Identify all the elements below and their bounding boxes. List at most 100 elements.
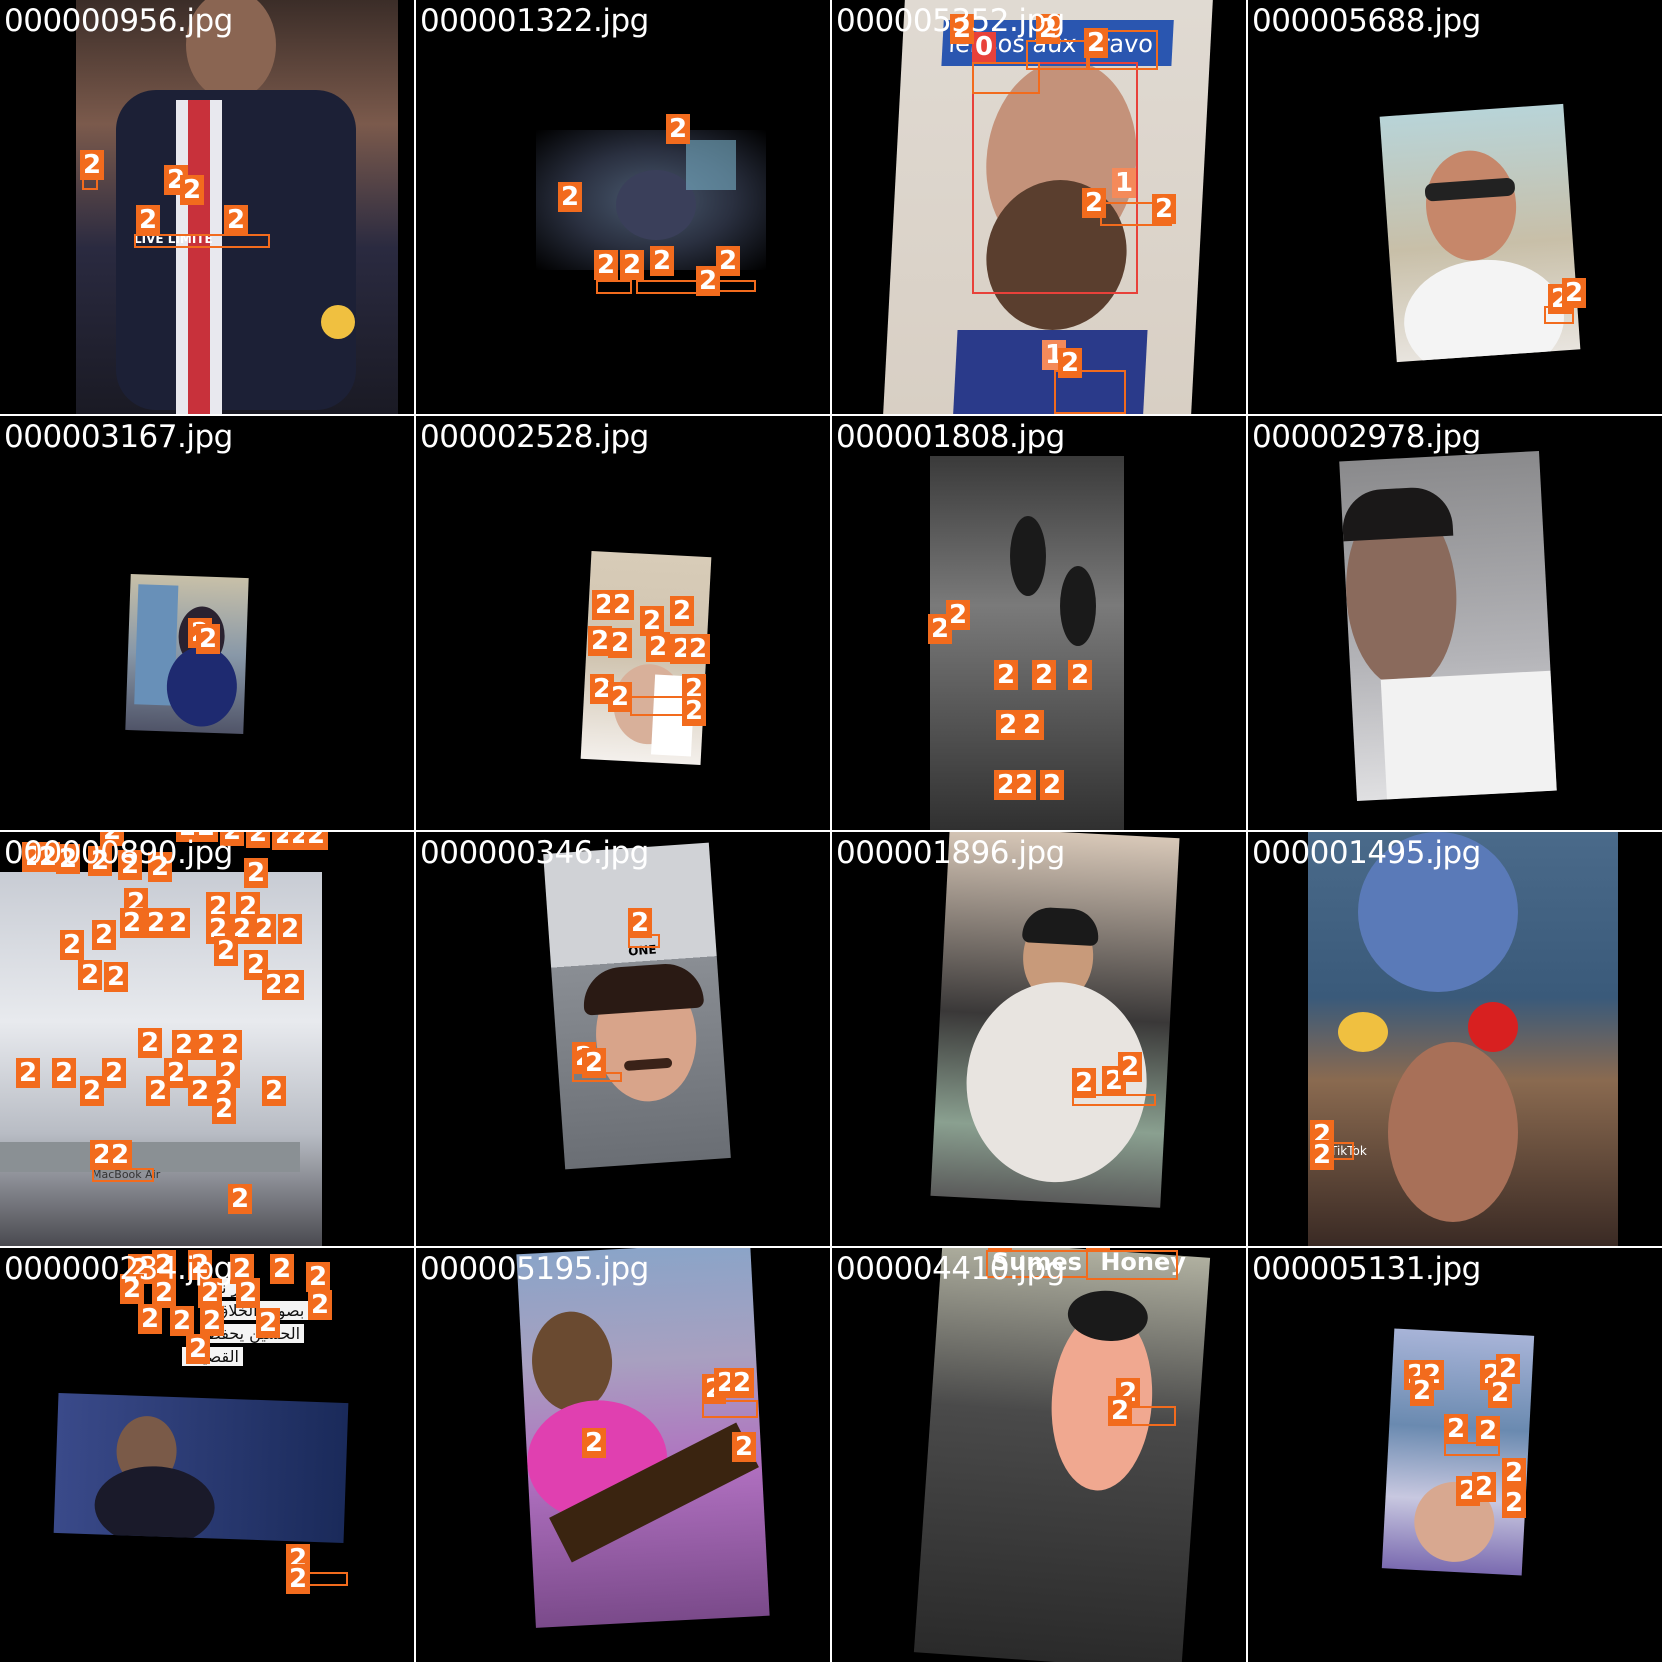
tile-filename: 000001495.jpg [1252,835,1481,871]
tile-9[interactable]: MacBook Air 000000890.jpg 2 2 2 2 2 2 2 … [0,832,414,1246]
class-label: 2 [640,606,665,636]
class-label: 2 [256,1308,281,1338]
tile-7[interactable]: 000001808.jpg 2 2 2 2 2 2 2 2 2 2 [832,416,1246,830]
class-label: 2 [946,600,971,630]
tiktok-watermark: TikTok [1330,1144,1367,1158]
class-label: 2 [152,1278,177,1308]
class-label: 2 [56,844,81,874]
tile-3[interactable]: lensos aux bravo 000005352.jpg 0 2 2 2 1… [832,0,1246,414]
class-label: 2 [1310,1140,1335,1170]
class-label: 2 [1108,1396,1133,1426]
class-label: 2 [252,914,277,944]
class-label: 2 [16,1058,41,1088]
class-label: 2 [144,908,169,938]
class-label: 2 [220,832,245,846]
class-label: 1 [1112,168,1137,198]
tile-2[interactable]: 000001322.jpg 2 2 2 2 2 2 2 [416,0,830,414]
class-label: 2 [286,1564,311,1594]
class-label: 2 [1086,1248,1111,1252]
photo-13 [53,1392,349,1544]
class-label: 2 [308,1290,333,1320]
tile-14[interactable]: 000005195.jpg 2 2 2 2 2 [416,1248,830,1662]
class-label: 2 [1502,1458,1527,1488]
class-label: 2 [198,1278,223,1308]
class-label: 2 [620,250,645,280]
tile-10[interactable]: ONE 000000346.jpg 2 2 2 [416,832,830,1246]
class-label: 2 [582,1048,607,1078]
class-label: 2 [278,914,303,944]
class-label: 2 [1476,1416,1501,1446]
class-label: 2 [148,852,173,882]
tile-15[interactable]: Sumes Honey 000004410.jpg 2 2 2 2 [832,1248,1246,1662]
photo-15 [913,1248,1211,1662]
tile-filename: 000005195.jpg [420,1251,649,1287]
class-label: 2 [120,908,145,938]
tile-4[interactable]: 000005688.jpg 2 2 [1248,0,1662,414]
class-label: 2 [194,1030,219,1060]
class-label: 2 [246,832,271,848]
class-label: 2 [686,634,711,664]
class-label: 2 [186,1334,211,1364]
tile-16[interactable]: 000005131.jpg 2 2 2 2 2 2 2 2 2 2 2 2 [1248,1248,1662,1662]
class-label: 2 [196,624,221,654]
class-label: 2 [88,846,113,876]
class-label: 2 [280,970,305,1000]
class-label: 2 [1118,1052,1143,1082]
tile-filename: 000000956.jpg [4,3,233,39]
class-label: 2 [646,632,671,662]
tile-6[interactable]: 000002528.jpg 2 2 2 2 2 2 2 2 2 2 2 2 2 [416,416,830,830]
class-label: 2 [146,1076,171,1106]
class-label: 2 [592,590,617,620]
class-label: 2 [138,1304,163,1334]
class-label: 2 [1036,14,1061,44]
class-label: 2 [628,908,653,938]
class-label: 2 [682,696,707,726]
class-label: 2 [214,936,239,966]
class-label: 2 [136,205,161,235]
class-label: 2 [138,1028,163,1058]
class-label: 2 [594,250,619,280]
tile-12[interactable]: 000001495.jpg 2 2 TikTok [1248,832,1662,1246]
class-label: 2 [988,1248,1013,1252]
tile-11[interactable]: 000001896.jpg 2 2 2 [832,832,1246,1246]
class-label: 2 [306,1262,331,1292]
sign-word: Sumes [992,1248,1082,1276]
class-label: 2 [1072,1068,1097,1098]
class-label: 2 [582,1428,607,1458]
tile-filename: 000000234.jpg [4,1251,233,1287]
class-label: 2 [244,858,269,888]
tile-filename: 000005352.jpg [836,3,1065,39]
tile-filename: 000001322.jpg [420,3,649,39]
class-label: 2 [666,114,691,144]
class-label: 2 [102,1058,127,1088]
class-label: 2 [118,850,143,880]
class-label: 2 [1040,770,1065,800]
tile-filename: 000005688.jpg [1252,3,1481,39]
class-label: 2 [194,832,219,842]
tile-1[interactable]: LIVE LIMITE 000000956.jpg 2 2 2 2 2 [0,0,414,414]
tile-8[interactable]: 000002978.jpg [1248,416,1662,830]
class-label: 2 [1410,1376,1435,1406]
class-label: 2 [120,1274,145,1304]
tile-filename: 000000346.jpg [420,835,649,871]
class-label: 2 [218,1030,243,1060]
tile-filename: 000001808.jpg [836,419,1065,455]
class-label: 2 [180,175,205,205]
sign-text: Sumes Honey [992,1248,1192,1276]
class-label: 2 [1444,1414,1469,1444]
class-label: 0 [972,32,997,62]
class-label: 2 [200,1306,225,1336]
class-label: 2 [1084,28,1109,58]
class-label: 2 [670,596,695,626]
tile-5[interactable]: 000003167.jpg 2 2 [0,416,414,830]
class-label: 2 [172,1030,197,1060]
class-label: 2 [176,832,201,842]
class-label: 2 [304,832,329,850]
class-label: 2 [212,1094,237,1124]
class-label: 2 [170,1306,195,1336]
class-label: 2 [92,920,117,950]
tile-13[interactable]: خير نور بصوت الخلاق الحسين يحفظ القصيدة … [0,1248,414,1662]
class-label: 2 [996,710,1021,740]
class-label: 2 [1488,1378,1513,1408]
